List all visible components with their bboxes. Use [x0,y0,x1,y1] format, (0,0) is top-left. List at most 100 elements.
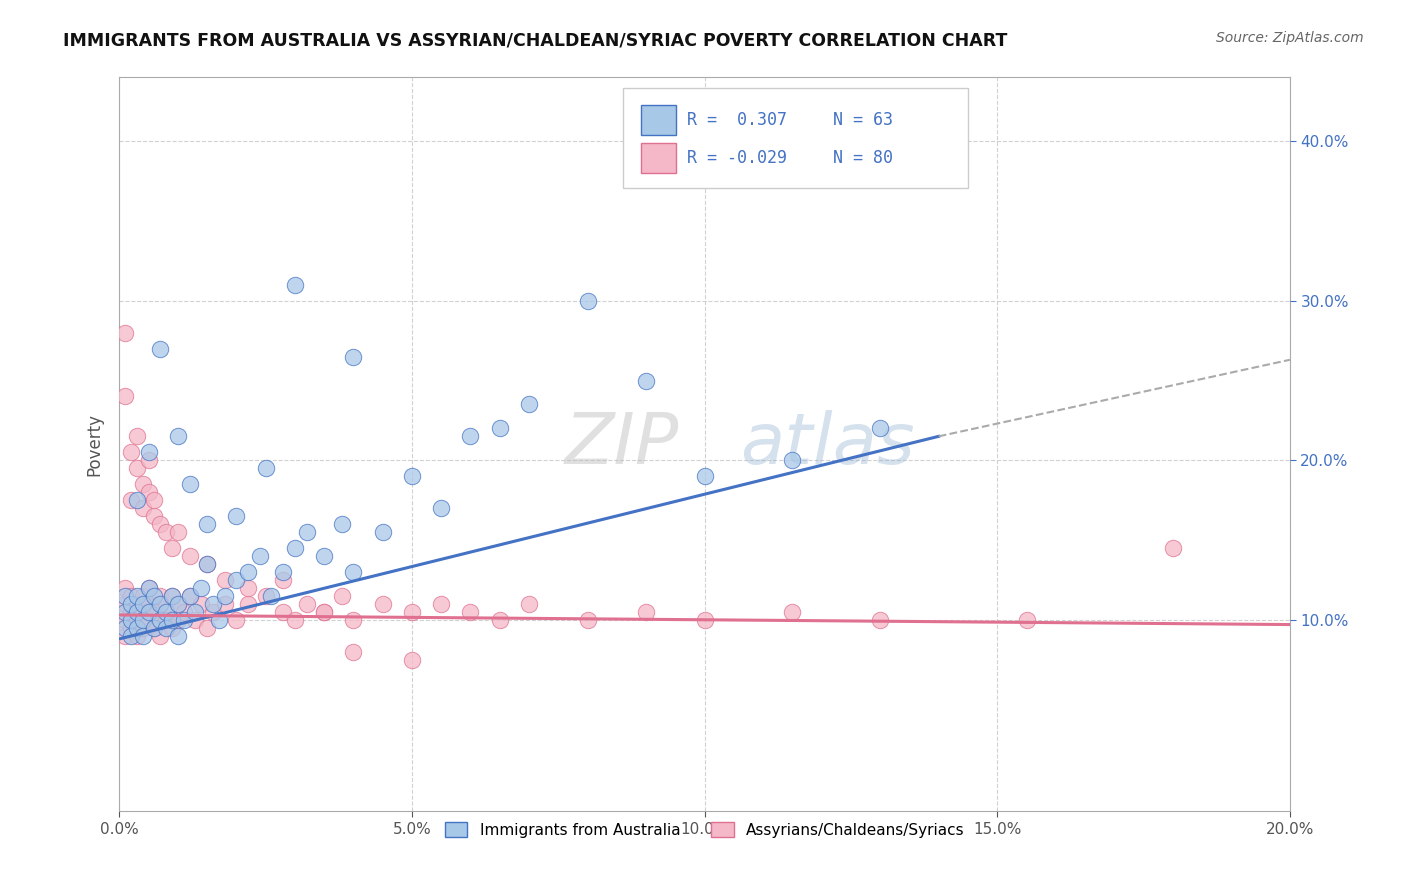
Point [120,621,142,635]
Point [149,629,172,643]
Point [114,613,136,627]
Point [120,597,142,611]
Point [138,613,160,627]
Point [138,581,160,595]
Point [634,605,657,619]
Point [160,589,183,603]
Point [166,597,188,611]
Point [488,613,510,627]
Point [869,421,891,435]
Point [125,605,148,619]
Point [869,613,891,627]
Point [125,629,148,643]
Point [342,565,364,579]
Point [166,429,188,443]
Point [155,621,177,635]
Point [208,613,231,627]
Point [401,469,423,483]
Point [195,621,218,635]
Text: N = 63: N = 63 [834,111,893,129]
Point [460,429,482,443]
Point [693,613,716,627]
Point [173,613,195,627]
Point [149,597,172,611]
Text: ZIP: ZIP [564,409,679,479]
Point [120,629,142,643]
Point [330,589,353,603]
Point [160,541,183,555]
Y-axis label: Poverty: Poverty [86,413,103,475]
Point [314,605,336,619]
Point [195,557,218,571]
Point [114,581,136,595]
Point [120,613,142,627]
Point [260,589,283,603]
Point [125,597,148,611]
Point [460,605,482,619]
Point [166,613,188,627]
Point [114,326,136,340]
Point [184,613,207,627]
Text: IMMIGRANTS FROM AUSTRALIA VS ASSYRIAN/CHALDEAN/SYRIAC POVERTY CORRELATION CHART: IMMIGRANTS FROM AUSTRALIA VS ASSYRIAN/CH… [63,31,1008,49]
Point [143,621,166,635]
Text: R =  0.307: R = 0.307 [688,111,787,129]
Point [576,293,599,308]
Point [782,605,804,619]
Point [314,605,336,619]
Point [430,501,453,516]
Point [131,589,153,603]
Point [114,389,136,403]
Point [214,573,236,587]
Point [138,605,160,619]
Point [155,605,177,619]
Point [166,629,188,643]
Point [295,597,318,611]
Point [236,581,259,595]
Point [179,589,201,603]
Point [149,613,172,627]
Point [143,605,166,619]
Point [160,589,183,603]
Point [201,605,224,619]
Point [184,605,207,619]
Point [125,429,148,443]
Point [401,653,423,667]
Point [155,613,177,627]
Point [120,493,142,508]
Point [125,621,148,635]
Point [214,597,236,611]
Point [131,597,153,611]
Point [634,374,657,388]
Point [131,605,153,619]
Text: Source: ZipAtlas.com: Source: ZipAtlas.com [1216,31,1364,45]
Text: N = 80: N = 80 [834,149,893,167]
Point [195,517,218,532]
Point [155,524,177,539]
FancyBboxPatch shape [623,88,967,187]
Point [114,589,136,603]
Point [517,597,540,611]
Point [342,613,364,627]
Point [120,605,142,619]
Point [430,597,453,611]
Point [342,645,364,659]
Point [1015,613,1038,627]
Point [114,597,136,611]
Point [131,629,153,643]
Point [295,524,318,539]
Point [166,597,188,611]
Point [782,453,804,467]
Point [131,613,153,627]
Point [179,589,201,603]
Point [214,589,236,603]
Point [131,621,153,635]
Point [236,597,259,611]
Point [314,549,336,563]
Point [254,589,277,603]
Point [125,461,148,475]
Point [342,350,364,364]
Point [143,621,166,635]
Point [576,613,599,627]
Point [236,565,259,579]
Point [371,597,394,611]
